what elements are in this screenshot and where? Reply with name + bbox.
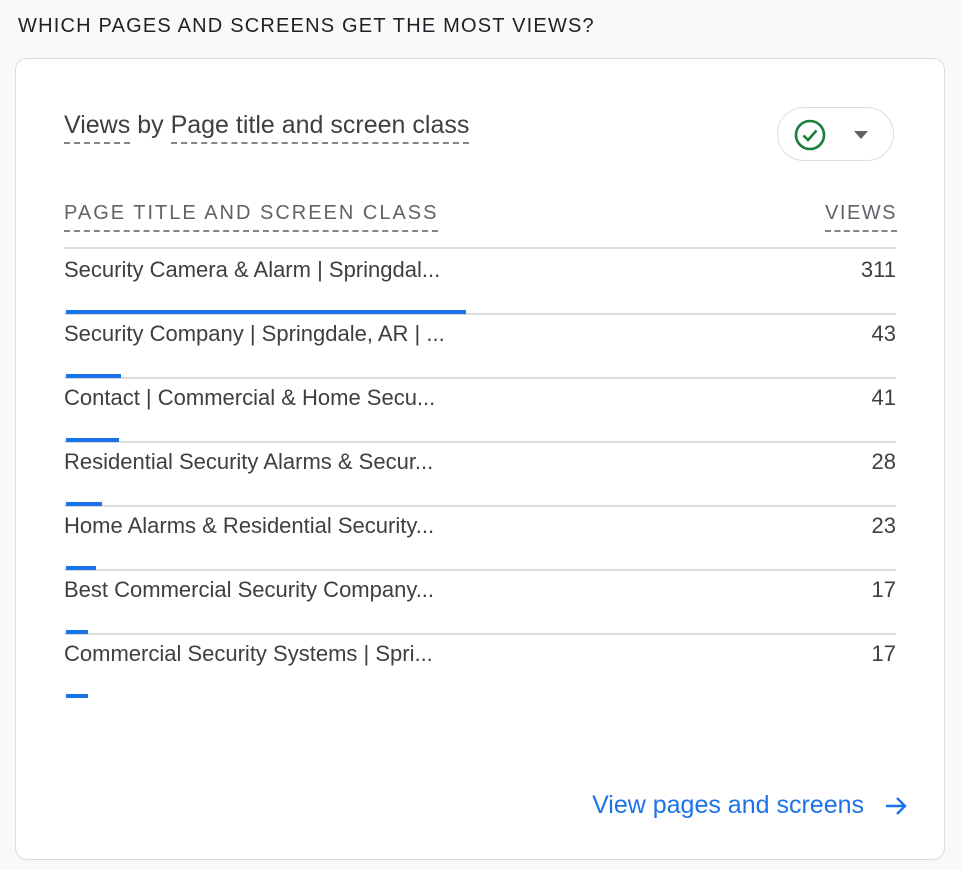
views-bar xyxy=(66,374,122,378)
page-title-cell: Commercial Security Systems | Spri... xyxy=(64,641,433,666)
title-by: by xyxy=(137,111,164,139)
section-title: WHICH PAGES AND SCREENS GET THE MOST VIE… xyxy=(18,15,595,37)
page-title-cell: Contact | Commercial & Home Secu... xyxy=(64,385,436,410)
views-cell: 23 xyxy=(871,513,896,538)
column-header-dimension[interactable]: PAGE TITLE AND SCREEN CLASS xyxy=(64,202,439,232)
caret-down-icon xyxy=(854,131,868,139)
table-row[interactable]: Contact | Commercial & Home Secu... 41 xyxy=(64,378,896,443)
views-cell: 43 xyxy=(871,321,896,346)
views-cell: 311 xyxy=(860,257,896,282)
arrow-right-icon xyxy=(886,796,907,815)
check-circle-icon xyxy=(794,119,826,151)
row-divider xyxy=(64,441,896,443)
row-divider xyxy=(64,505,896,507)
metric-selector[interactable]: Views xyxy=(64,111,131,144)
page-title-cell: Security Company | Springdale, AR | ... xyxy=(64,321,445,346)
page-title-cell: Security Camera & Alarm | Springdal... xyxy=(64,257,441,282)
header-divider xyxy=(64,247,896,249)
views-bar xyxy=(66,630,88,634)
table-row[interactable]: Best Commercial Security Company... 17 xyxy=(64,570,896,635)
views-cell: 17 xyxy=(871,577,896,602)
page-title-cell: Home Alarms & Residential Security... xyxy=(64,513,435,538)
row-divider xyxy=(64,633,896,635)
views-bar xyxy=(66,438,119,442)
comparison-dropdown-button[interactable] xyxy=(777,107,894,161)
page-title-cell: Residential Security Alarms & Secur... xyxy=(64,449,434,474)
view-pages-link[interactable]: View pages and screens xyxy=(592,791,908,820)
views-cell: 17 xyxy=(871,641,896,666)
column-header-views[interactable]: VIEWS xyxy=(825,202,897,232)
table-row[interactable]: Residential Security Alarms & Secur... 28 xyxy=(64,442,896,507)
views-cell: 28 xyxy=(871,449,896,474)
table-row[interactable]: Home Alarms & Residential Security... 23 xyxy=(64,506,896,571)
row-divider xyxy=(64,313,896,315)
dimension-selector[interactable]: Page title and screen class xyxy=(170,111,470,144)
table-row[interactable]: Security Camera & Alarm | Springdal... 31… xyxy=(64,250,896,315)
views-bar xyxy=(66,502,102,506)
views-bar xyxy=(66,310,466,314)
table-row[interactable]: Security Company | Springdale, AR | ... 4… xyxy=(64,314,896,379)
view-pages-link-label: View pages and screens xyxy=(592,791,864,819)
page-title-cell: Best Commercial Security Company... xyxy=(64,577,435,602)
card-title: Views by Page title and screen class xyxy=(64,111,470,144)
row-divider xyxy=(64,377,896,379)
views-bar xyxy=(66,566,96,570)
views-bar xyxy=(66,694,88,698)
views-card: Views by Page title and screen class PAG… xyxy=(15,58,945,860)
row-divider xyxy=(64,569,896,571)
table-row[interactable]: Commercial Security Systems | Spri... 17 xyxy=(64,634,896,698)
views-cell: 41 xyxy=(871,385,896,410)
